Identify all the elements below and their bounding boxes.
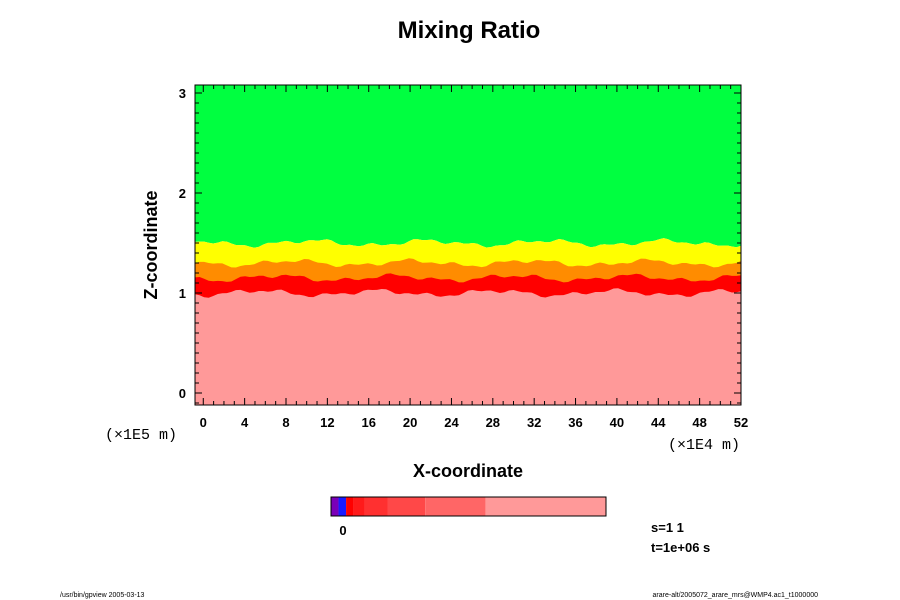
y-tick-label: 0	[179, 386, 186, 401]
x-tick-label: 24	[444, 415, 459, 430]
colorbar-segment	[346, 497, 354, 516]
colorbar-segment	[387, 497, 426, 516]
footer-right: arare-alt/2005072_arare_mrs@WMP4.ac1_t10…	[653, 592, 819, 599]
x-tick-label: 40	[610, 415, 624, 430]
footer-left: /usr/bin/gpview 2005-03-13	[60, 592, 145, 599]
x-tick-label: 44	[651, 415, 666, 430]
x-tick-label: 32	[527, 415, 541, 430]
colorbar-segment	[485, 497, 606, 516]
colorbar-segment	[364, 497, 388, 516]
x-scale-label: (×1E4 m)	[668, 437, 740, 454]
plot-frame	[194, 84, 742, 406]
x-tick-label: 8	[282, 415, 289, 430]
x-tick-label: 28	[486, 415, 500, 430]
colorbar-segment	[338, 497, 347, 516]
x-tick-label: 48	[692, 415, 706, 430]
mixing-ratio-field	[195, 85, 741, 405]
x-tick-label: 52	[734, 415, 748, 430]
time-annotation: t=1e+06 s	[651, 540, 710, 555]
colorbar-segment	[353, 497, 365, 516]
y-axis-label: Z-coordinate	[141, 190, 161, 299]
y-scale-label: (×1E5 m)	[105, 427, 177, 444]
y-tick-label: 2	[179, 186, 186, 201]
y-tick-label: 1	[179, 286, 186, 301]
x-tick-label: 4	[241, 415, 249, 430]
x-tick-label: 20	[403, 415, 417, 430]
x-tick-label: 0	[200, 415, 207, 430]
x-axis-label: X-coordinate	[413, 461, 523, 481]
y-tick-label: 3	[179, 86, 186, 101]
slice-annotation: s=1 1	[651, 520, 684, 535]
x-tick-label: 12	[320, 415, 334, 430]
chart-title: Mixing Ratio	[398, 17, 541, 44]
x-tick-label: 36	[568, 415, 582, 430]
contour-layer-lower	[195, 288, 741, 405]
colorbar-frame	[330, 496, 607, 517]
colorbar-segment	[331, 497, 339, 516]
contour-layer-upper	[195, 85, 741, 248]
colorbar	[330, 496, 607, 517]
colorbar-segment	[425, 497, 486, 516]
x-tick-label: 16	[361, 415, 375, 430]
colorbar-tick-label: 0	[339, 523, 346, 538]
